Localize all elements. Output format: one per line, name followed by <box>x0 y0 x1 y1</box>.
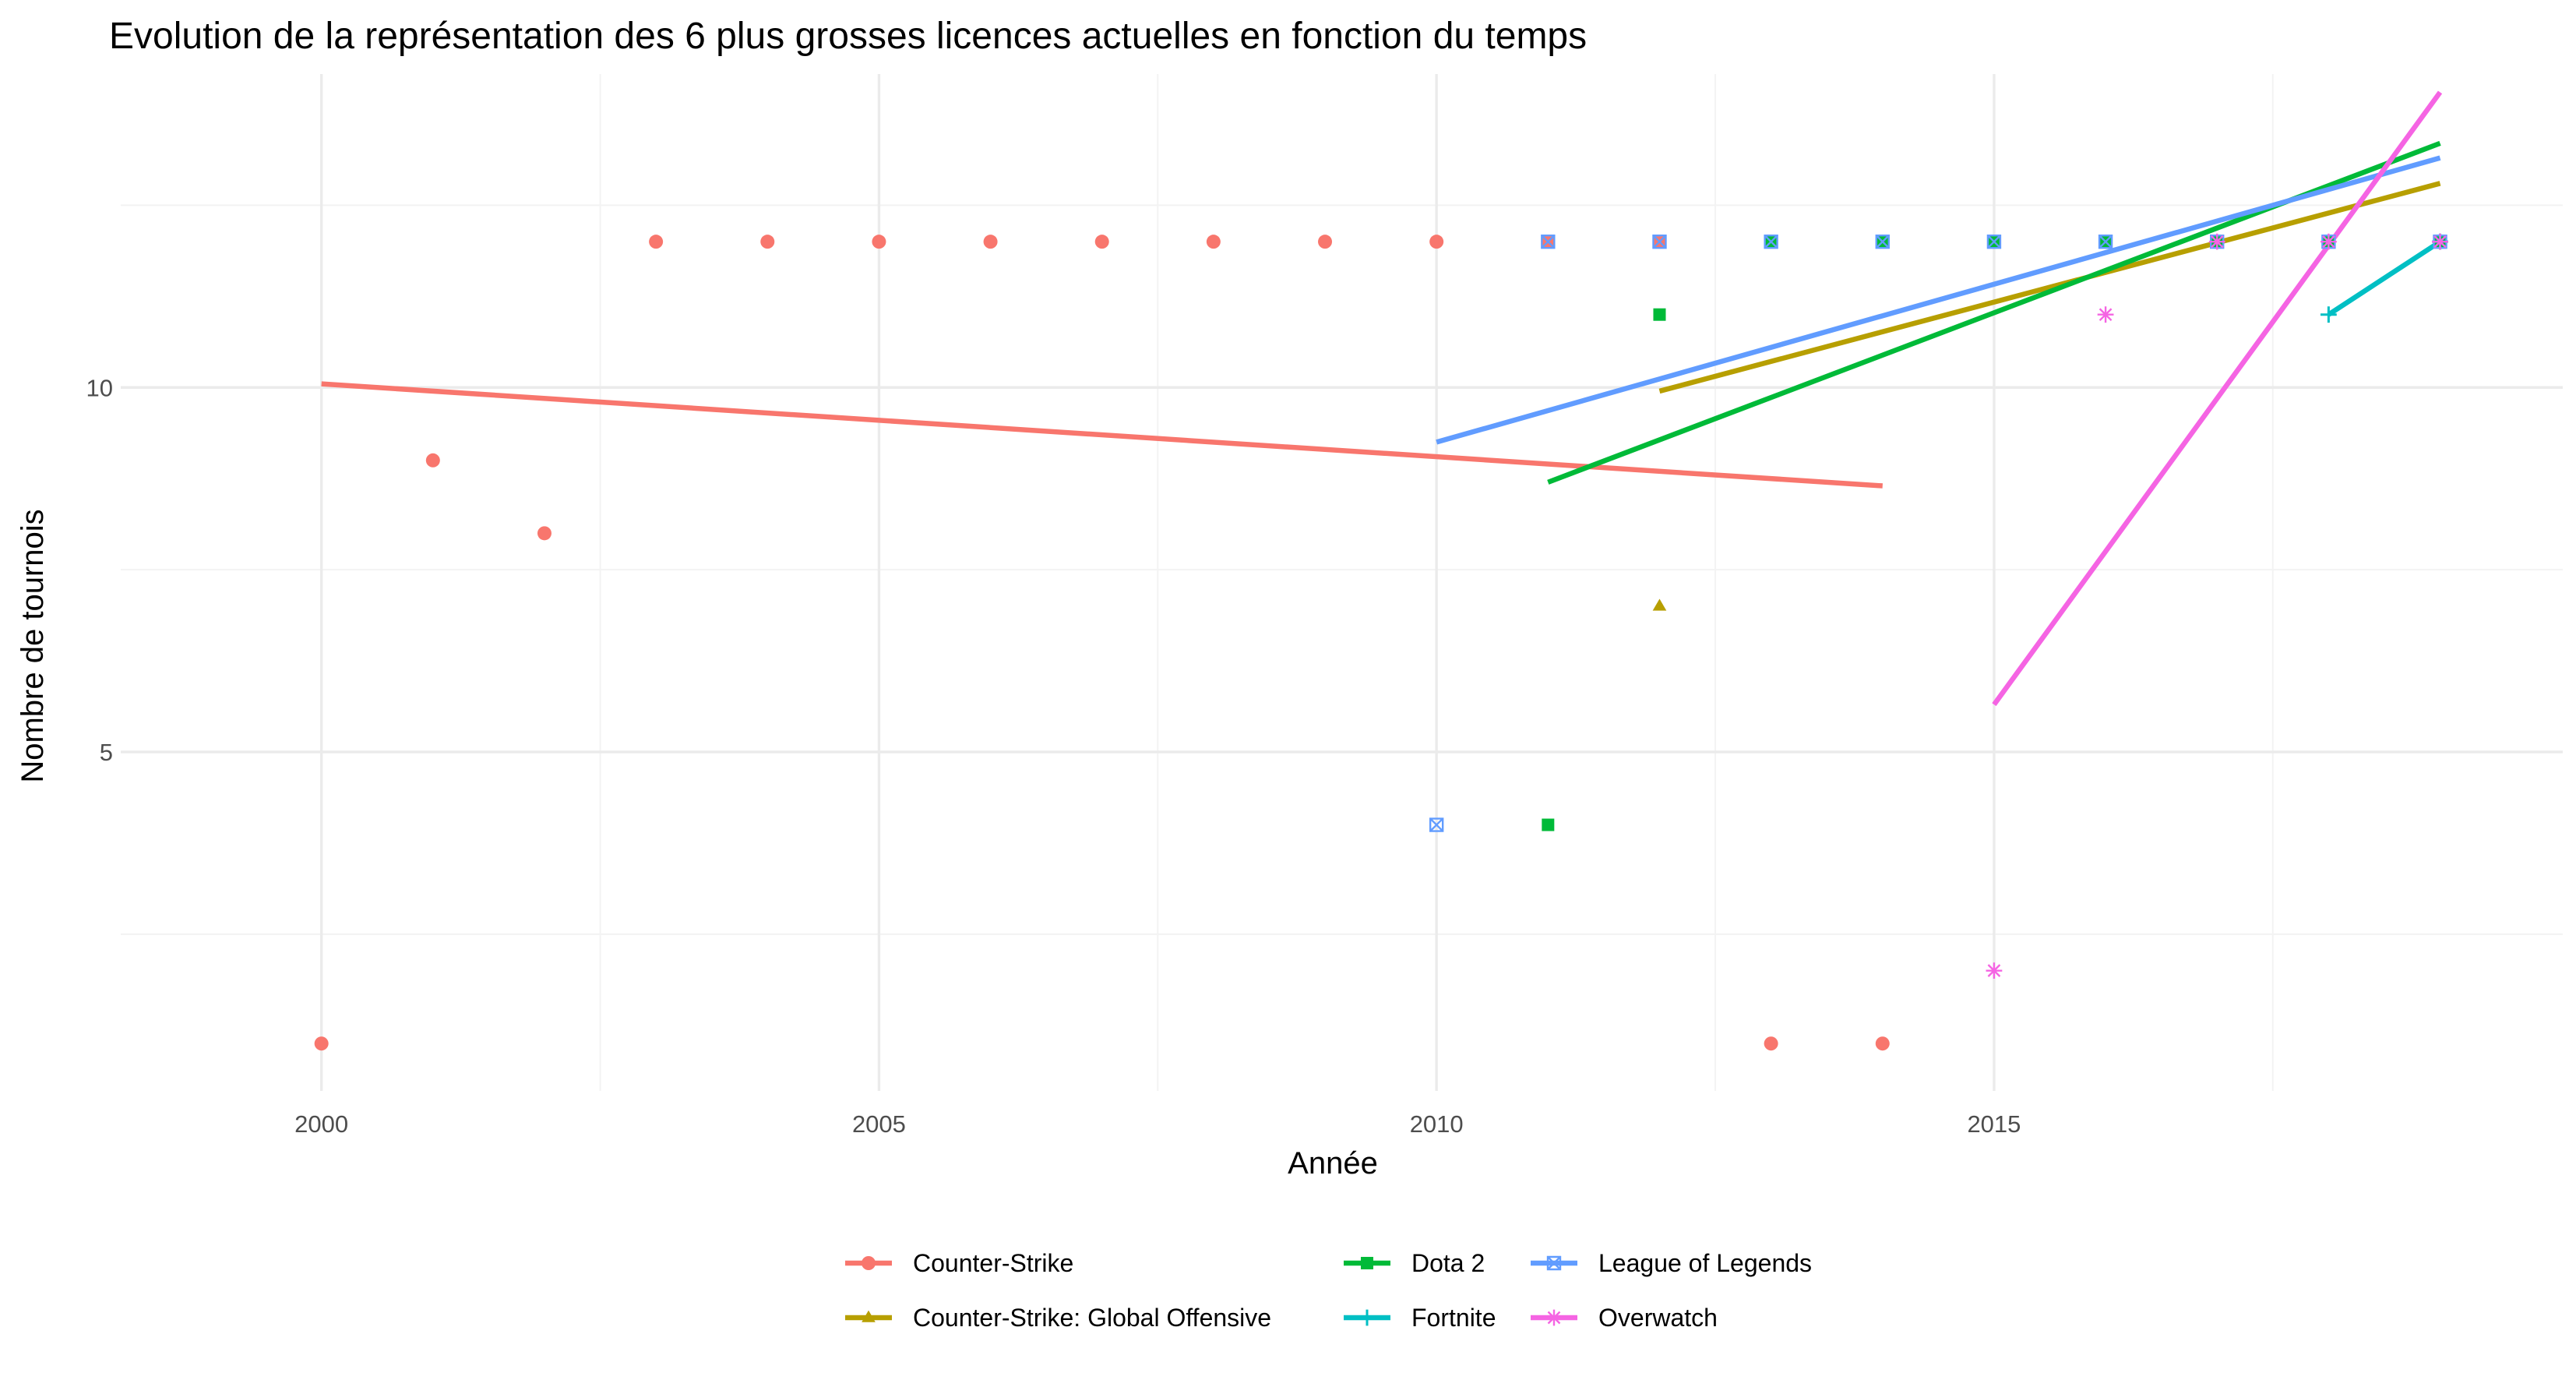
x-axis-title: Année <box>1288 1146 1378 1181</box>
x-tick-label: 2010 <box>1410 1110 1464 1138</box>
point-counter-strike <box>314 1036 329 1051</box>
legend-key-marker <box>862 1256 876 1270</box>
point-counter-strike <box>1429 235 1444 249</box>
legend-item-counter-strike-global-offensive: Counter-Strike: Global Offensive <box>845 1304 1271 1332</box>
point-counter-strike-global-offensive <box>1652 598 1667 611</box>
point-counter-strike <box>1094 235 1109 249</box>
y-axis-ticks: 5 10 <box>86 374 113 766</box>
legend: Counter-Strike Counter-Strike: Global Off… <box>845 1249 1812 1332</box>
point-counter-strike <box>1764 1036 1778 1051</box>
point-counter-strike <box>649 235 664 249</box>
data-points <box>314 233 2448 1051</box>
legend-label: Fortnite <box>1411 1304 1496 1332</box>
point-counter-strike <box>872 235 886 249</box>
y-axis-title: Nombre de tournois <box>16 509 50 782</box>
legend-label: League of Legends <box>1598 1249 1812 1277</box>
point-overwatch <box>2432 233 2448 250</box>
x-tick-label: 2000 <box>294 1110 348 1138</box>
point-counter-strike <box>760 235 775 249</box>
x-tick-label: 2015 <box>1967 1110 2021 1138</box>
point-overwatch <box>2320 233 2337 250</box>
trend-line-overwatch <box>1992 90 2443 707</box>
point-counter-strike <box>1318 235 1333 249</box>
legend-label: Overwatch <box>1598 1304 1718 1332</box>
legend-item-overwatch: Overwatch <box>1531 1304 1718 1332</box>
point-counter-strike <box>1875 1036 1890 1051</box>
legend-item-fortnite: Fortnite <box>1344 1304 1496 1332</box>
legend-key-marker <box>1361 1257 1373 1269</box>
legend-label: Counter-Strike <box>913 1249 1073 1277</box>
point-dota-2 <box>1542 818 1555 831</box>
point-overwatch <box>2208 233 2225 250</box>
point-overwatch <box>2097 306 2114 323</box>
legend-key-marker <box>1545 1309 1563 1326</box>
point-overwatch <box>1986 962 2003 979</box>
point-counter-strike <box>983 235 998 249</box>
trend-line-counter-strike-global-offensive <box>1658 181 2441 394</box>
legend-item-dota-2: Dota 2 <box>1344 1249 1485 1277</box>
trend-lines <box>321 90 2443 707</box>
trend-line-league-of-legends <box>1436 155 2441 445</box>
legend-item-league-of-legends: League of Legends <box>1531 1249 1812 1277</box>
point-league-of-legends <box>1764 234 1778 249</box>
point-league-of-legends <box>2098 234 2113 249</box>
y-tick-label: 5 <box>100 739 113 766</box>
point-fortnite <box>2320 306 2337 323</box>
legend-item-counter-strike: Counter-Strike <box>845 1249 1073 1277</box>
point-counter-strike <box>537 526 551 541</box>
point-league-of-legends <box>1875 234 1890 249</box>
point-counter-strike <box>1206 235 1221 249</box>
legend-label: Dota 2 <box>1411 1249 1485 1277</box>
legend-label: Counter-Strike: Global Offensive <box>913 1304 1271 1332</box>
point-league-of-legends <box>1541 234 1556 249</box>
legend-key-marker <box>1546 1255 1562 1271</box>
legend-key-marker <box>862 1310 876 1322</box>
x-axis-ticks: 2000 2005 2010 2015 <box>294 1110 2021 1138</box>
x-tick-label: 2005 <box>852 1110 906 1138</box>
y-tick-label: 10 <box>86 374 113 401</box>
legend-key-marker <box>1358 1309 1376 1326</box>
chart-title: Evolution de la représentation des 6 plu… <box>109 16 1587 57</box>
point-league-of-legends <box>1652 234 1667 249</box>
point-counter-strike <box>425 453 440 468</box>
point-league-of-legends <box>1429 817 1444 832</box>
point-dota-2 <box>1653 308 1666 321</box>
trend-line-counter-strike <box>321 381 1883 489</box>
point-league-of-legends <box>1986 234 2002 249</box>
trend-line-fortnite <box>2327 239 2442 317</box>
